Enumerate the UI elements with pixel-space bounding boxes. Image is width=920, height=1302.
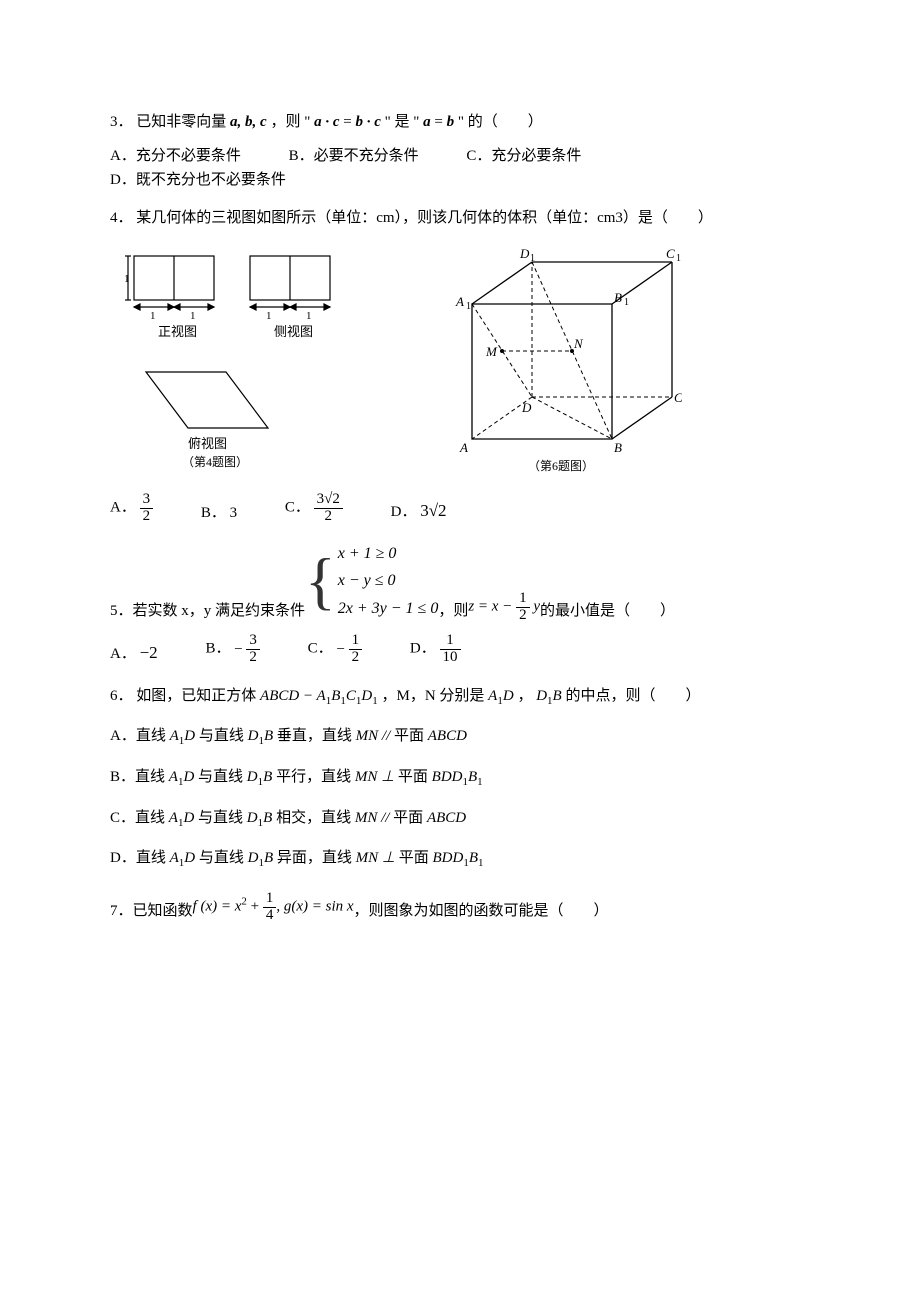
q3-mid2: " 是 " xyxy=(385,114,420,130)
svg-text:A: A xyxy=(455,294,464,309)
q7-f: f (x) = x2 + 14, g(x) = sin x xyxy=(193,891,354,924)
question-6: 6． 如图，已知正方体 ABCD − A1B1C1D1 ，M，N 分别是 A1D… xyxy=(110,684,810,711)
svg-text:D: D xyxy=(521,400,532,415)
cube-figure: D1 C1 A1 B1 M N D C A B （第6题图） xyxy=(442,244,682,474)
q5-opt-b[interactable]: B． − 32 xyxy=(205,633,259,666)
q3-eq1m: = xyxy=(343,114,355,130)
q4-opt-b[interactable]: B． 3 xyxy=(201,501,237,525)
question-5: 5． 若实数 x，y 满足约束条件 { x + 1 ≥ 0 x − y ≤ 0 … xyxy=(110,539,810,624)
q3-opt-a[interactable]: A．充分不必要条件 xyxy=(110,144,241,168)
q6-options: A．直线 A1D 与直线 D1B 垂直，直线 MN // 平面 ABCD B．直… xyxy=(110,724,810,872)
q6-opt-d[interactable]: D．直线 A1D 与直线 D1B 异面，直线 MN ⊥ 平面 BDD1B1 xyxy=(110,846,810,873)
q3-mid3: " 的（ ） xyxy=(458,114,543,130)
q3-pre: 已知非零向量 xyxy=(136,114,230,130)
q6-num: 6． xyxy=(110,688,133,704)
q5-mid: ，则 xyxy=(438,599,468,623)
q4-num: 4． xyxy=(110,210,133,226)
svg-text:正视图: 正视图 xyxy=(158,324,197,339)
q3-opt-d[interactable]: D．既不充分也不必要条件 xyxy=(110,168,286,192)
svg-text:D: D xyxy=(519,246,530,261)
svg-text:1: 1 xyxy=(190,310,196,322)
svg-text:1: 1 xyxy=(266,310,272,322)
q6-post: 的中点，则（ ） xyxy=(565,688,700,704)
q7-num: 7． xyxy=(110,899,133,923)
q3-options: A．充分不必要条件 B．必要不充分条件 C．充分必要条件 D．既不充分也不必要条… xyxy=(110,144,810,192)
q6-opt-c[interactable]: C．直线 A1D 与直线 D1B 相交，直线 MN // 平面 ABCD xyxy=(110,806,810,833)
q4-figures: 1 1 1 1 1 正视图 侧视图 俯视图 （第4题图） xyxy=(122,244,810,474)
q4-opt-a[interactable]: A． 32 xyxy=(110,492,153,525)
q3-num: 3． xyxy=(110,114,133,130)
q7-post: ，则图象为如图的函数可能是（ ） xyxy=(354,899,609,923)
svg-text:N: N xyxy=(573,336,584,351)
svg-text:（第6题图）: （第6题图） xyxy=(528,459,594,473)
q3-eq1l: a · c xyxy=(314,114,339,130)
svg-text:B: B xyxy=(614,290,622,305)
svg-text:1: 1 xyxy=(150,310,156,322)
q5-opt-a[interactable]: A． −2 xyxy=(110,639,158,666)
q3-eq2r: b xyxy=(447,114,455,130)
svg-text:1: 1 xyxy=(530,253,535,264)
question-3: 3． 已知非零向量 a, b, c ，则 " a · c = b · c " 是… xyxy=(110,110,810,134)
q7-pre: 已知函数 xyxy=(133,899,193,923)
svg-text:1: 1 xyxy=(466,301,471,312)
q5-z: z = x − 12 y xyxy=(468,591,540,624)
q4-opt-d[interactable]: D． 3√2 xyxy=(391,497,447,524)
q5-pre: 若实数 x，y 满足约束条件 xyxy=(133,599,306,623)
q5-opt-d[interactable]: D． 110 xyxy=(410,633,461,666)
svg-text:1: 1 xyxy=(676,253,681,264)
q4-options: A． 32 B． 3 C． 3√22 D． 3√2 xyxy=(110,492,810,525)
q4-text: 某几何体的三视图如图所示（单位：cm），则该几何体的体积（单位：cm3）是（ ） xyxy=(136,210,713,226)
q6-body: ABCD − A1B1C1D1 xyxy=(260,688,381,704)
svg-text:C: C xyxy=(666,246,675,261)
q5-options: A． −2 B． − 32 C． − 12 D． 110 xyxy=(110,633,810,666)
q3-vec: a, b, c xyxy=(230,114,267,130)
q5-system: { x + 1 ≥ 0 x − y ≤ 0 2x + 3y − 1 ≤ 0 xyxy=(305,539,438,624)
svg-text:1: 1 xyxy=(624,297,629,308)
q3-opt-c[interactable]: C．充分必要条件 xyxy=(466,144,581,168)
q3-eq2l: a xyxy=(423,114,431,130)
svg-text:1: 1 xyxy=(306,310,312,322)
question-7: 7． 已知函数 f (x) = x2 + 14, g(x) = sin x ，则… xyxy=(110,891,810,924)
q6-pre: 如图，已知正方体 xyxy=(136,688,260,704)
q6-opt-a[interactable]: A．直线 A1D 与直线 D1B 垂直，直线 MN // 平面 ABCD xyxy=(110,724,810,751)
question-4: 4． 某几何体的三视图如图所示（单位：cm），则该几何体的体积（单位：cm3）是… xyxy=(110,206,810,230)
q6-mid: ，M，N 分别是 xyxy=(382,688,489,704)
svg-text:1: 1 xyxy=(124,273,130,285)
svg-text:（第4题图）: （第4题图） xyxy=(182,455,248,469)
svg-text:M: M xyxy=(485,344,498,359)
q4-opt-c[interactable]: C． 3√22 xyxy=(285,492,343,525)
q3-eq2m: = xyxy=(434,114,446,130)
svg-text:A: A xyxy=(459,440,468,455)
svg-text:C: C xyxy=(674,390,682,405)
q3-mid1: ，则 " xyxy=(270,114,310,130)
three-views-figure: 1 1 1 1 1 正视图 侧视图 俯视图 （第4题图） xyxy=(122,244,342,474)
q5-post: 的最小值是（ ） xyxy=(540,599,675,623)
q6-opt-b[interactable]: B．直线 A1D 与直线 D1B 平行，直线 MN ⊥ 平面 BDD1B1 xyxy=(110,765,810,792)
q5-num: 5． xyxy=(110,599,133,623)
q3-opt-b[interactable]: B．必要不充分条件 xyxy=(289,144,419,168)
svg-text:侧视图: 侧视图 xyxy=(274,324,313,339)
svg-text:俯视图: 俯视图 xyxy=(188,436,227,451)
svg-text:B: B xyxy=(614,440,622,455)
q5-opt-c[interactable]: C． − 12 xyxy=(308,633,362,666)
q3-eq1r: b · c xyxy=(355,114,380,130)
